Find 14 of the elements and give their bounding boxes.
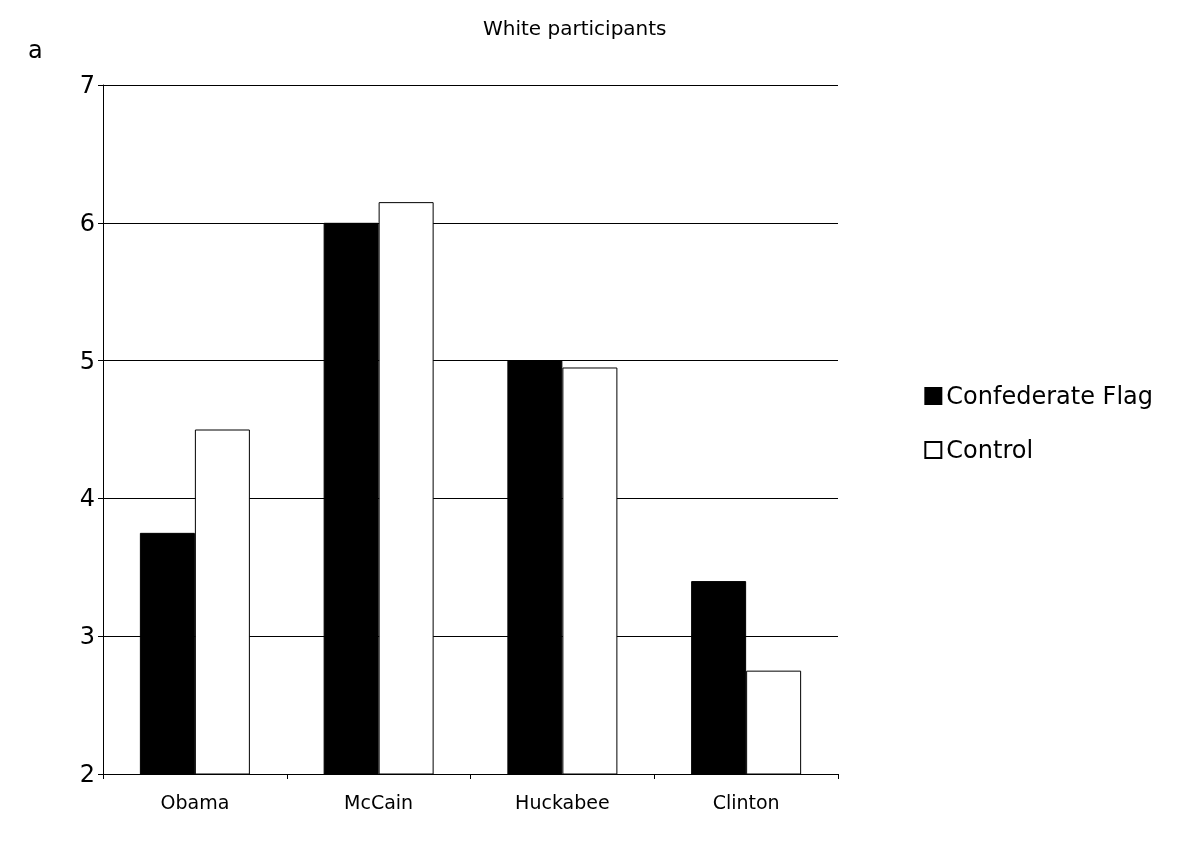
- text: a: [28, 36, 43, 64]
- y-tick-label: 5: [79, 346, 95, 375]
- y-tick-label: 4: [79, 484, 95, 513]
- x-tick-label: Obama: [160, 790, 230, 813]
- y-tick-label: 6: [79, 208, 95, 237]
- legend-label: Control: [946, 436, 1034, 464]
- legend-label: Confederate Flag: [946, 382, 1154, 410]
- x-tick-label: Huckabee: [515, 790, 610, 813]
- x-tick-label: McCain: [344, 790, 414, 813]
- chart-title: White participants: [483, 16, 667, 40]
- y-tick-label: 2: [79, 760, 95, 788]
- y-tick-label: 3: [79, 622, 95, 651]
- y-tick-label: 7: [79, 71, 95, 99]
- x-tick-label: Clinton: [712, 790, 780, 813]
